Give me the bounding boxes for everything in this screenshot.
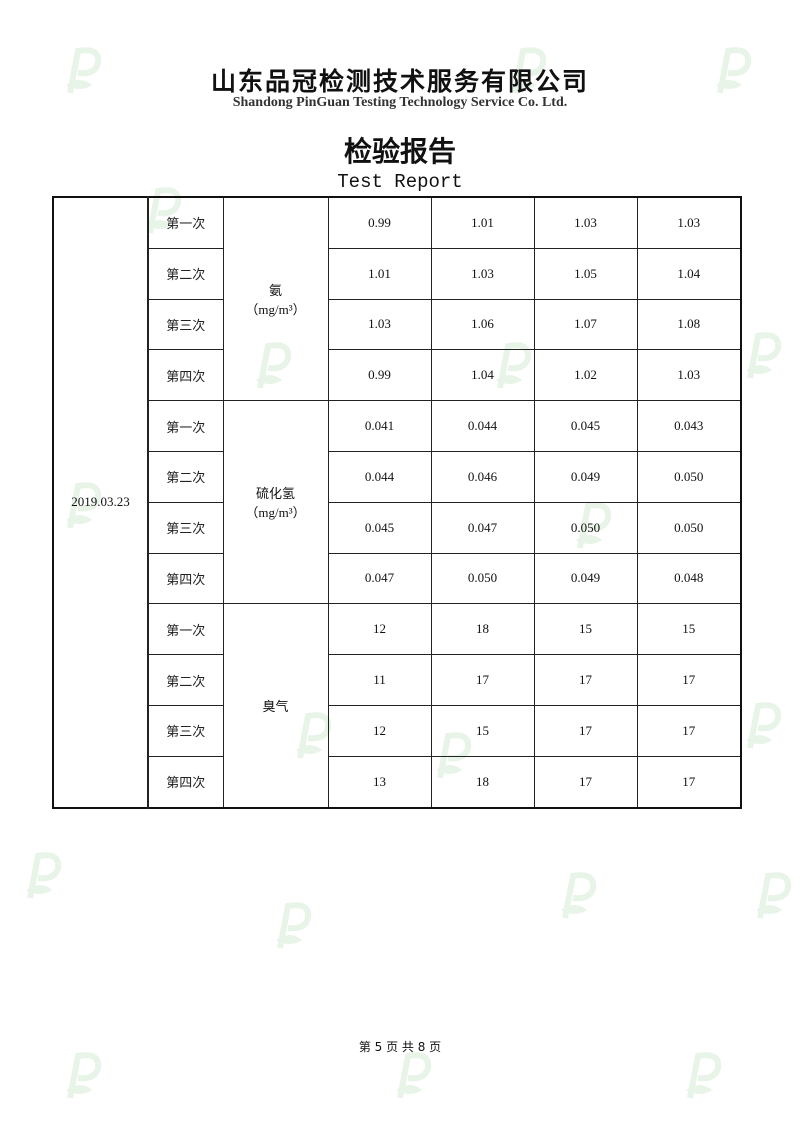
watermark-logo-icon bbox=[270, 900, 314, 950]
table-row: 第三次 1.03 1.06 1.07 1.08 bbox=[53, 298, 742, 351]
test-item: 硫化氢 （mg/m³） bbox=[222, 400, 329, 605]
watermark-logo-icon bbox=[710, 45, 754, 95]
measurement-value: 1.03 bbox=[533, 196, 638, 249]
measurement-value: 0.044 bbox=[430, 400, 535, 452]
measurement-value: 1.03 bbox=[636, 196, 742, 249]
measurement-value: 1.06 bbox=[430, 298, 535, 351]
test-item-name: 氨 bbox=[268, 284, 282, 300]
round-label: 第一次 bbox=[147, 196, 224, 249]
measurement-value: 1.04 bbox=[636, 247, 742, 300]
table-row: 第二次 11 17 17 17 bbox=[53, 654, 742, 706]
table-row: 第四次 13 18 17 17 bbox=[53, 755, 742, 809]
watermark-logo-icon bbox=[740, 700, 784, 750]
measurement-value: 0.045 bbox=[533, 400, 638, 452]
watermark-logo-icon bbox=[505, 45, 549, 95]
round-label: 第四次 bbox=[147, 755, 224, 809]
watermark-logo-icon bbox=[20, 850, 64, 900]
measurement-value: 0.050 bbox=[430, 552, 535, 605]
measurement-value: 15 bbox=[636, 603, 742, 656]
round-label: 第三次 bbox=[147, 501, 224, 554]
company-name-cn: 山东品冠检测技术服务有限公司 bbox=[210, 67, 589, 96]
measurement-value: 1.04 bbox=[430, 349, 535, 402]
measurement-value: 0.99 bbox=[327, 349, 432, 402]
watermark-logo-icon bbox=[750, 870, 794, 920]
table-row: 第二次 0.044 0.046 0.049 0.050 bbox=[53, 450, 742, 503]
table-row: 第一次 臭气 12 18 15 15 bbox=[53, 603, 742, 809]
measurement-value: 0.041 bbox=[327, 400, 432, 452]
measurement-value: 11 bbox=[327, 654, 432, 706]
round-label: 第一次 bbox=[147, 400, 224, 452]
watermark-logo-icon bbox=[60, 1050, 104, 1100]
round-label: 第三次 bbox=[147, 704, 224, 757]
measurement-value: 17 bbox=[533, 654, 638, 706]
table-row: 2019.03.23 第一次氨（mg/m³） 0.99 1.01 1.03 1.03 bbox=[52, 196, 742, 809]
measurement-value: 0.049 bbox=[533, 552, 638, 605]
measurement-value: 1.03 bbox=[636, 349, 742, 402]
round-label: 第四次 bbox=[147, 552, 224, 605]
watermark-logo-icon bbox=[740, 330, 784, 380]
measurement-value: 0.047 bbox=[327, 552, 432, 605]
table-row: 第三次 0.045 0.047 0.050 0.050 bbox=[53, 501, 742, 554]
measurement-value: 0.050 bbox=[533, 501, 638, 554]
measurement-value: 1.02 bbox=[533, 349, 638, 402]
results-table: 2019.03.23 第一次氨（mg/m³） 0.99 1.01 1.03 1.03 第二次… bbox=[52, 196, 742, 809]
measurement-value: 15 bbox=[430, 704, 535, 757]
watermark-logo-icon bbox=[680, 1050, 724, 1100]
round-label: 第三次 bbox=[147, 298, 224, 351]
measurement-value: 0.049 bbox=[533, 450, 638, 503]
measurement-value: 0.048 bbox=[636, 552, 742, 605]
test-item-name: 臭气 bbox=[262, 699, 289, 715]
report-title-cn: 检验报告 bbox=[343, 135, 456, 168]
measurement-value: 17 bbox=[636, 704, 742, 757]
table-row: 第一次 硫化氢 （mg/m³） 0.041 0.044 0.045 0.043 bbox=[53, 400, 742, 605]
table-row: 第二次 1.01 1.03 1.05 1.04 bbox=[53, 247, 742, 300]
measurement-value: 17 bbox=[636, 654, 742, 706]
measurement-value: 0.99 bbox=[327, 196, 432, 249]
measurement-value: 17 bbox=[636, 755, 742, 809]
table-row: 第四次 0.99 1.04 1.02 1.03 bbox=[53, 349, 742, 402]
measurement-value: 1.01 bbox=[327, 247, 432, 300]
measurement-value: 1.05 bbox=[533, 247, 638, 300]
measurement-value: 0.050 bbox=[636, 450, 742, 503]
measurement-value: 12 bbox=[327, 704, 432, 757]
test-item: 臭气 bbox=[222, 603, 329, 809]
report-title-en: Test Report bbox=[337, 171, 463, 193]
measurement-value: 0.047 bbox=[430, 501, 535, 554]
round-label: 第四次 bbox=[147, 349, 224, 402]
test-item-unit: （mg/m³） bbox=[245, 505, 306, 521]
measurement-value: 1.01 bbox=[430, 196, 535, 249]
watermark-logo-icon bbox=[60, 45, 104, 95]
round-label: 第一次 bbox=[147, 603, 224, 656]
measurement-value: 0.046 bbox=[430, 450, 535, 503]
measurement-value: 1.07 bbox=[533, 298, 638, 351]
measurement-value: 1.08 bbox=[636, 298, 742, 351]
company-name-en: Shandong PinGuan Testing Technology Serv… bbox=[232, 95, 568, 110]
round-label: 第二次 bbox=[147, 654, 224, 706]
measurement-value: 1.03 bbox=[327, 298, 432, 351]
measurement-value: 0.044 bbox=[327, 450, 432, 503]
test-item: 氨 （mg/m³） bbox=[222, 196, 329, 402]
measurement-value: 17 bbox=[533, 704, 638, 757]
watermark-logo-icon bbox=[555, 870, 599, 920]
watermark-logo-icon bbox=[390, 1050, 434, 1100]
measurement-value: 0.045 bbox=[327, 501, 432, 554]
round-label: 第二次 bbox=[147, 450, 224, 503]
measurement-value: 1.03 bbox=[430, 247, 535, 300]
measurement-value: 0.050 bbox=[636, 501, 742, 554]
page-number: 第 5 页 共 8 页 bbox=[358, 1040, 442, 1054]
sampling-date: 2019.03.23 bbox=[52, 196, 149, 809]
round-label: 第二次 bbox=[147, 247, 224, 300]
table-row: 第三次 12 15 17 17 bbox=[53, 704, 742, 757]
measurement-value: 15 bbox=[533, 603, 638, 656]
table-row: 第四次 0.047 0.050 0.049 0.048 bbox=[53, 552, 742, 605]
test-item-unit: （mg/m³） bbox=[245, 302, 306, 318]
measurement-value: 12 bbox=[327, 603, 432, 656]
measurement-value: 18 bbox=[430, 603, 535, 656]
measurement-value: 17 bbox=[533, 755, 638, 809]
measurement-value: 18 bbox=[430, 755, 535, 809]
measurement-value: 13 bbox=[327, 755, 432, 809]
measurement-value: 17 bbox=[430, 654, 535, 706]
test-item-name: 硫化氢 bbox=[255, 487, 295, 503]
measurement-value: 0.043 bbox=[636, 400, 742, 452]
